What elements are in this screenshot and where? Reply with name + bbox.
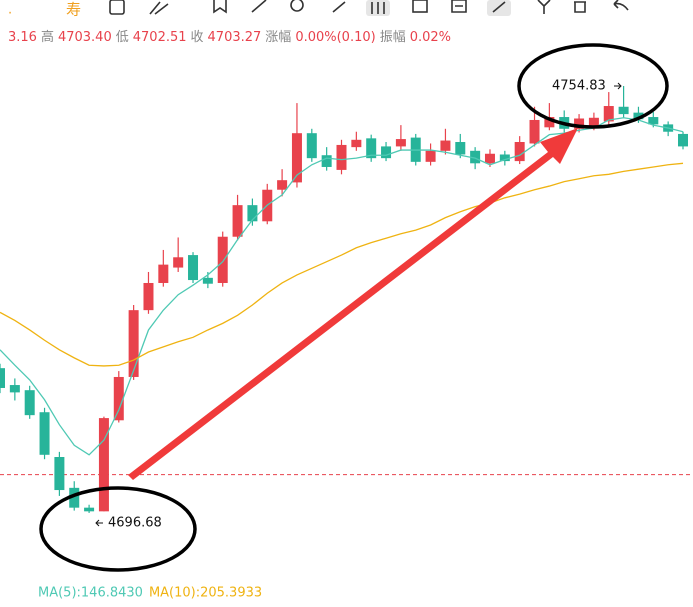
candle-body — [9, 385, 20, 393]
high-arrow — [614, 82, 622, 90]
candle-body — [618, 106, 629, 115]
candle-body — [232, 205, 243, 237]
stat-item: 4703.40 — [58, 30, 112, 45]
candle-body — [158, 264, 169, 283]
icon-candle[interactable] — [371, 2, 385, 14]
candle-body — [470, 150, 481, 164]
candle-body — [440, 140, 451, 151]
candle-body — [484, 153, 495, 164]
legend-entry: MA(5):146.8430 — [38, 586, 143, 601]
icon-fork[interactable] — [537, 0, 551, 14]
candle-body — [395, 139, 406, 147]
low-label: 4696.68 — [108, 516, 162, 531]
candle-body — [217, 236, 228, 283]
candle-body — [0, 368, 5, 388]
low-arrow — [95, 519, 103, 527]
candle-body — [113, 376, 124, 421]
candle-body — [514, 142, 525, 162]
icon-edit[interactable] — [109, 0, 125, 15]
candle-body — [351, 139, 362, 148]
stat-item: 低 — [116, 30, 129, 45]
icon-ruler[interactable] — [251, 0, 267, 13]
toolbar-label[interactable]: 寿 — [66, 1, 81, 19]
high-ellipse — [517, 43, 669, 129]
stat-item: 收 — [191, 30, 204, 45]
icon-pen[interactable] — [332, 1, 346, 13]
candle-body — [291, 133, 302, 183]
icon-undo[interactable] — [613, 0, 629, 11]
stat-item: 0.00%(0.10) — [295, 30, 375, 45]
legend: MA(5):146.8430 MA(10):205.3933 — [38, 586, 262, 601]
candle-body — [544, 117, 555, 128]
toolbar-dot: . — [8, 3, 12, 18]
toolbar — [0, 0, 693, 22]
candle-body — [366, 138, 377, 159]
stat-item: 高 — [41, 29, 54, 45]
icon-note[interactable] — [451, 0, 467, 13]
candle-body — [188, 255, 199, 281]
candle-body — [678, 133, 688, 147]
candle-body — [306, 133, 317, 159]
icon-delete[interactable] — [574, 1, 586, 13]
candle-body — [381, 146, 392, 159]
candle-body — [39, 412, 50, 455]
icon-box[interactable] — [412, 0, 428, 13]
stat-item: 涨幅 — [265, 30, 291, 45]
toolbar-icons[interactable] — [109, 0, 629, 16]
trend-arrow — [128, 128, 578, 480]
candle-body — [54, 457, 65, 491]
icon-draw[interactable] — [149, 1, 169, 15]
candle-body — [648, 117, 659, 125]
candle-body — [603, 106, 614, 122]
candle-body — [336, 144, 347, 170]
candle-body — [425, 150, 436, 162]
candle-body — [24, 390, 35, 416]
stat-item: 振幅 — [380, 30, 406, 45]
stats-line: 3.16 高 4703.40 低 4702.51 收 4703.27 涨幅 0.00%(0.10… — [8, 29, 451, 45]
candle-body — [69, 487, 80, 508]
candle-body — [84, 507, 95, 512]
candle-body — [321, 155, 332, 167]
icon-bookmark[interactable] — [213, 0, 227, 14]
candle-body — [633, 112, 644, 120]
candle-body — [499, 154, 510, 162]
candle-body — [247, 205, 258, 222]
stat-item: 4703.27 — [208, 30, 262, 45]
candle-body — [529, 119, 540, 144]
candle-body — [455, 142, 466, 155]
candle-body — [277, 180, 288, 190]
stat-item: 3.16 — [8, 30, 37, 45]
ma-line — [0, 162, 684, 367]
candle-body — [574, 118, 585, 129]
candle-body — [128, 310, 139, 377]
plot-area — [0, 85, 693, 513]
stat-item: 4702.51 — [133, 30, 187, 45]
candle-body — [588, 117, 599, 128]
low-ellipse — [39, 486, 197, 572]
icon-zoom[interactable] — [290, 0, 304, 12]
candle-body — [173, 257, 184, 268]
high-label: 4754.83 — [552, 79, 606, 94]
stat-item: 0.02% — [410, 30, 451, 45]
icon-magnet[interactable] — [492, 1, 506, 13]
candle-body — [98, 418, 109, 512]
legend-entry: MA(10):205.3933 — [149, 586, 262, 601]
candle-body — [202, 277, 213, 284]
candle-body — [143, 282, 154, 311]
